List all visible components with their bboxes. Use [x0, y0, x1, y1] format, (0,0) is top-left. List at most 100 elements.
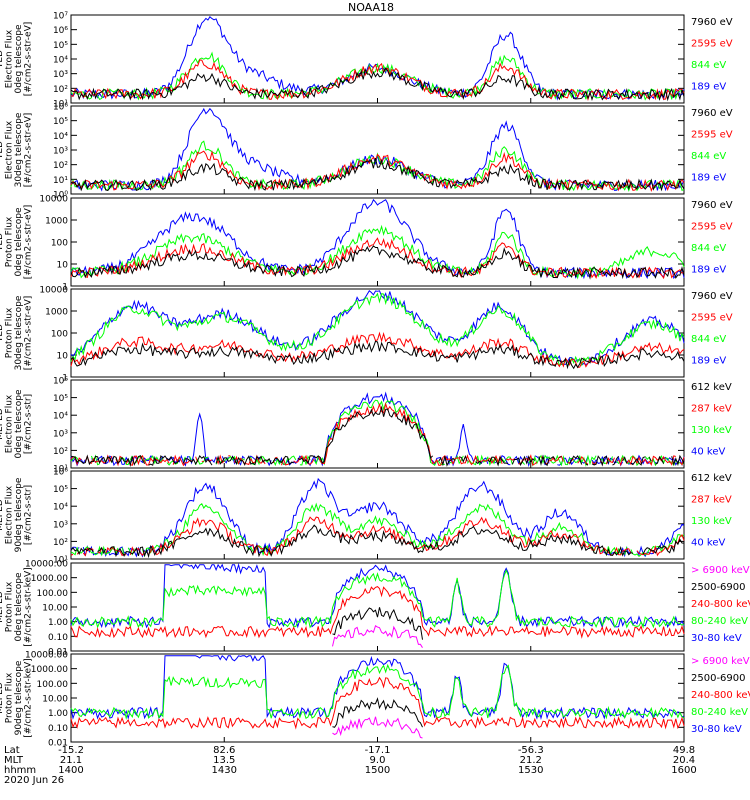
- series-trace-189-ev: [70, 290, 685, 366]
- legend-entry: 130 keV: [691, 425, 732, 436]
- lat-tick-label: -15.2: [58, 745, 84, 756]
- y-tick-label: 10.00: [42, 695, 68, 705]
- legend-entry: > 6900 keV: [691, 565, 750, 576]
- y-tick-label: 10⁴: [53, 503, 68, 513]
- y-tick-label: 10⁷: [53, 12, 68, 22]
- legend-entry: 2595 eV: [691, 313, 733, 324]
- series-trace-30-80-kev: [70, 563, 685, 629]
- legend-entry: 7960 eV: [691, 17, 733, 28]
- panel-frame: [70, 105, 685, 195]
- series-trace-2500-6900: [332, 697, 423, 728]
- y-axis-label-line: Proton Flux: [4, 581, 14, 632]
- y-tick-label: 10¹: [53, 556, 68, 566]
- y-axis-label: TEDElectron Flux30deg telescope[#/cm2-s-…: [0, 112, 33, 187]
- y-tick-label: 100.00: [37, 680, 69, 690]
- time-tick-label: 1500: [365, 765, 390, 776]
- series-trace-240-800-kev: [70, 676, 685, 730]
- y-axis-label-line: [#/cm2-s-str-eV]: [23, 296, 33, 371]
- y-axis-label-line: Electron Flux: [4, 29, 14, 88]
- y-tick-label: 10⁵: [53, 117, 68, 127]
- series-trace-240-800-kev: [70, 586, 685, 639]
- legend-entry: 40 keV: [691, 447, 725, 458]
- legend-entry: 189 eV: [691, 173, 726, 184]
- y-axis-label-line: 0deg telescope: [14, 207, 24, 277]
- y-tick-label: 1: [62, 374, 68, 384]
- legend-entry: 287 keV: [691, 495, 732, 506]
- y-axis-label-line: MEPED: [0, 591, 5, 623]
- y-tick-label: 10³: [53, 70, 68, 80]
- legend-entry: 80-240 keV: [691, 707, 748, 718]
- y-tick-label: 10⁰: [53, 191, 68, 201]
- y-axis-label: MEPEDProton Flux0deg telescope[#/cm2-s-s…: [0, 567, 33, 646]
- series-trace-287-kev: [70, 402, 685, 467]
- legend-entry: 287 keV: [691, 404, 732, 415]
- y-axis-label-line: [#/cm2-s-str-eV]: [23, 113, 33, 188]
- y-axis-label-line: [#/cm2-s-str-keV]: [23, 567, 33, 646]
- y-tick-label: 10⁶: [53, 377, 68, 387]
- y-tick-label: 10000.00: [25, 560, 68, 570]
- y-tick-label: 10⁶: [53, 26, 68, 36]
- y-axis-label-line: MEPED: [0, 682, 5, 714]
- legend-entry: 30-80 keV: [691, 633, 742, 644]
- y-axis-label: TEDProton Flux0deg telescope[#/cm2-s-str…: [0, 205, 33, 280]
- y-tick-label: 10³: [53, 147, 68, 157]
- legend-entry: 189 eV: [691, 265, 726, 276]
- y-tick-label: 10¹: [53, 100, 68, 110]
- legend-entry: 2500-6900: [691, 582, 746, 593]
- y-axis-label-line: 0deg telescope: [14, 24, 24, 94]
- time-tick-label: 1400: [58, 765, 83, 776]
- y-tick-label: 10²: [53, 85, 68, 95]
- y-tick-label: 10³: [53, 520, 68, 530]
- y-axis-label-line: Proton Flux: [4, 672, 14, 723]
- y-tick-label: 0.01: [48, 739, 68, 749]
- lat-tick-label: -56.3: [518, 745, 544, 756]
- mlt-tick-label: 20.4: [673, 755, 695, 766]
- y-tick-label: 10⁴: [53, 132, 68, 142]
- panel-8: 0.010.101.0010.00100.001000.0010000.00ME…: [0, 651, 750, 749]
- y-tick-label: 10000: [39, 195, 68, 205]
- legend-entry: 612 keV: [691, 473, 732, 484]
- series-trace-7960-ev: [70, 340, 685, 370]
- series-trace-7960-ev: [70, 157, 685, 192]
- y-tick-label: 10⁴: [53, 412, 68, 422]
- time-tick-label: 1530: [518, 765, 543, 776]
- y-tick-label: 10¹: [53, 465, 68, 475]
- y-tick-label: 1000.00: [31, 574, 68, 584]
- panel-4: 1 10 100 1000 10000 TEDProton Flux30deg teles…: [0, 286, 733, 384]
- panel-1: 10¹ 10² 10³ 10⁴ 10⁵ 10⁶ 10⁷ TEDElectron Flux0de…: [0, 12, 733, 110]
- legend-entry: 40 keV: [691, 538, 725, 549]
- series-trace-2595-ev: [70, 331, 685, 368]
- mlt-tick-label: 13.5: [213, 755, 235, 766]
- y-tick-label: 100: [51, 330, 68, 340]
- y-axis-label: TEDElectron Flux0deg telescope[#/cm2-s-s…: [0, 22, 33, 97]
- legend-entry: 240-800 keV: [691, 599, 750, 610]
- y-tick-label: 10⁴: [53, 56, 68, 66]
- y-axis-label-line: 30deg telescope: [14, 112, 24, 187]
- mlt-tick-label: 9.0: [370, 755, 386, 766]
- panel-5: 10¹ 10² 10³ 10⁴ 10⁵ 10⁶ MEPEDElectron Flux0deg…: [0, 377, 732, 475]
- series-trace-844-ev: [70, 292, 685, 368]
- series-trace-40-kev: [70, 391, 685, 468]
- y-axis-label-line: MEPED: [0, 499, 5, 531]
- footer-row-label: MLT: [4, 755, 24, 766]
- footer-row-label: Lat: [4, 745, 20, 756]
- y-axis-label-line: [#/cm2-s-str-keV]: [23, 658, 33, 737]
- y-tick-label: 10²: [53, 447, 68, 457]
- y-axis-label-line: Proton Flux: [4, 216, 14, 267]
- legend-entry: 240-800 keV: [691, 690, 750, 701]
- y-axis-label-line: [#/cm2-s-str-eV]: [23, 205, 33, 280]
- y-tick-label: 10⁶: [53, 103, 68, 113]
- y-axis-label-line: MEPED: [0, 408, 5, 440]
- y-tick-label: 1000: [45, 308, 68, 318]
- y-axis-label: TEDProton Flux30deg telescope[#/cm2-s-st…: [0, 295, 33, 370]
- series-trace-612-kev: [70, 524, 685, 559]
- series-trace-2500-6900: [332, 607, 423, 640]
- legend-entry: 7960 eV: [691, 108, 733, 119]
- legend-entry: 7960 eV: [691, 200, 733, 211]
- lat-tick-label: 82.6: [213, 745, 235, 756]
- y-axis-label-line: TED: [0, 141, 5, 160]
- date-label: 2020 Jun 26: [4, 775, 64, 786]
- chart-title: NOAA18: [348, 1, 394, 14]
- y-axis-label-line: [#/cm2-s-str]: [23, 485, 33, 545]
